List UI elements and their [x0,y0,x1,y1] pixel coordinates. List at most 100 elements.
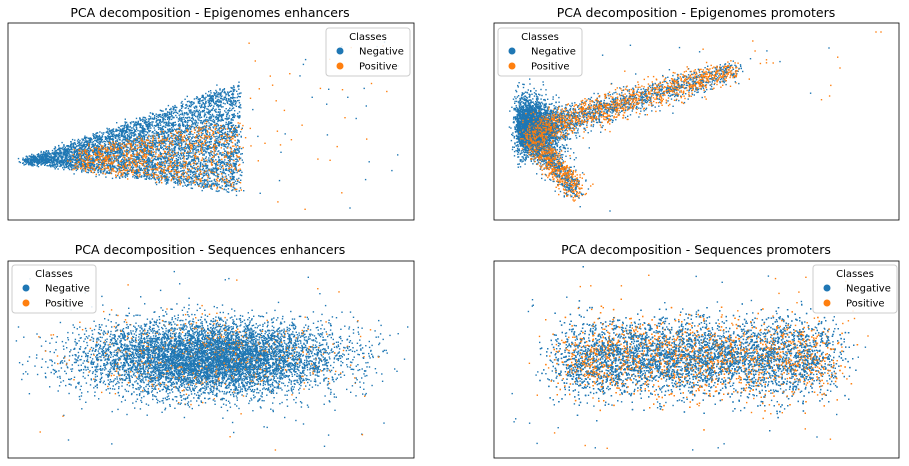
point-negative [184,121,187,123]
point-negative [141,132,144,134]
point-negative [222,125,225,127]
point-negative [215,190,217,192]
point-negative [120,173,123,176]
point-negative [183,146,186,148]
point-negative [103,132,105,134]
point-negative [117,165,120,167]
point-negative [28,158,30,160]
point-negative [117,152,119,154]
point-negative [91,151,94,153]
point-negative [238,99,240,102]
point-negative [170,155,173,157]
point-negative [151,174,154,176]
point-negative [229,128,231,130]
point-negative [119,163,121,166]
point-negative [22,159,24,161]
point-negative [44,164,46,166]
point-negative [70,161,72,163]
point-negative [163,114,166,116]
point-negative [40,156,42,158]
point-negative [118,145,120,147]
point-negative [190,171,193,173]
point-negative [44,161,47,163]
point-negative [150,178,152,180]
point-negative [120,151,122,154]
point-negative [231,93,233,96]
point-negative [70,148,72,150]
point-negative [139,169,141,172]
point-negative [239,169,242,172]
point-negative [170,112,173,114]
point-negative [234,130,237,133]
point-negative [93,137,95,140]
point-negative [170,111,172,113]
point-negative [199,100,201,102]
point-negative [84,163,86,165]
point-negative [26,156,28,158]
point-negative [209,138,211,140]
point-negative [201,110,204,112]
point-negative [221,116,223,119]
point-negative [105,176,107,178]
point-negative [163,137,165,139]
point-negative [233,86,235,88]
point-negative [159,152,161,155]
point-negative [228,156,230,158]
point-negative [160,145,162,148]
point-negative [207,182,209,184]
point-negative [134,177,136,179]
point-negative [196,96,198,98]
point-negative [84,159,86,162]
point-negative [118,155,121,158]
point-negative [59,149,62,151]
point-negative [227,123,230,126]
point-negative [181,157,184,159]
point-negative [147,126,150,128]
point-negative [178,134,180,136]
point-negative [159,153,162,156]
point-negative [219,115,221,117]
point-negative [75,169,78,172]
point-negative [238,124,240,126]
point-negative [66,148,69,150]
point-negative [169,153,171,155]
point-negative [187,136,189,138]
point-negative [231,175,233,177]
point-negative [99,137,101,140]
point-negative [224,150,227,152]
point-negative [201,179,204,182]
point-negative [132,143,135,146]
point-negative [233,184,235,186]
point-negative [172,107,175,109]
point-negative [220,187,222,189]
point-negative [181,155,183,157]
point-negative [242,161,244,164]
point-negative [198,114,200,116]
point-negative [188,168,190,170]
point-negative [155,151,157,153]
point-negative [182,147,185,149]
point-negative [195,141,198,143]
point-negative [234,187,236,190]
point-negative [149,152,151,154]
point-negative [174,182,177,184]
point-negative [97,139,99,141]
point-negative [106,127,108,130]
point-negative [170,113,172,116]
point-negative [145,178,147,180]
scatter-points [17,41,399,210]
point-negative [155,137,157,139]
point-negative [117,145,119,147]
point-negative [97,169,99,171]
point-negative [116,129,119,131]
point-negative [172,112,175,115]
point-negative [33,157,35,159]
point-negative [22,162,25,164]
point-negative [70,159,73,161]
point-negative [96,155,99,157]
point-negative [115,147,117,149]
point-negative [97,144,99,146]
point-negative [189,112,191,114]
point-negative [238,147,241,150]
point-negative [228,137,231,140]
